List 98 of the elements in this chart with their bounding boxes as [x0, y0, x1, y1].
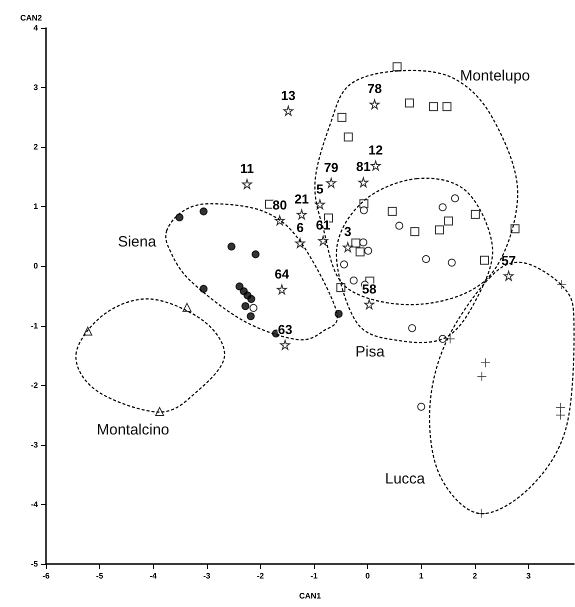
x-axis-title: CAN1 — [299, 592, 322, 600]
y-tick-label: 3 — [34, 83, 39, 92]
annotation: 5 — [316, 181, 324, 196]
point — [477, 372, 486, 381]
point — [344, 132, 353, 142]
point — [247, 294, 256, 303]
point — [358, 177, 368, 188]
y-tick-label: 0 — [34, 262, 39, 271]
point — [370, 160, 381, 171]
x-tick-label: -5 — [96, 572, 104, 580]
point — [422, 255, 430, 264]
x-tick-label: 0 — [365, 572, 370, 580]
point — [155, 407, 164, 416]
point — [417, 402, 426, 411]
point — [236, 282, 244, 290]
annotation: 13 — [281, 88, 296, 103]
point — [364, 299, 374, 310]
y-tick-label: -4 — [30, 500, 39, 509]
point — [326, 178, 336, 188]
point — [296, 209, 307, 220]
point — [404, 98, 414, 108]
x-tick-label: 1 — [419, 572, 424, 580]
annotation: 12 — [368, 142, 383, 158]
x-tick-label: -2 — [256, 572, 265, 580]
point — [227, 242, 236, 251]
point — [556, 402, 566, 412]
y-tick-label: 4 — [34, 24, 39, 32]
y-tick-label: 1 — [34, 202, 39, 212]
annotation: 58 — [362, 281, 376, 296]
point — [429, 102, 438, 112]
point — [200, 284, 208, 293]
annotation: 3 — [344, 224, 352, 240]
point — [408, 324, 416, 332]
point — [556, 410, 566, 420]
x-tick-label: 2 — [472, 572, 478, 580]
point — [350, 276, 358, 285]
point — [342, 242, 353, 252]
annotation: Montalcino — [96, 422, 170, 438]
y-tick-label: -1 — [30, 321, 39, 330]
point — [175, 213, 184, 222]
point — [337, 112, 346, 122]
annotation: 63 — [278, 322, 292, 337]
point — [392, 62, 402, 72]
point — [504, 270, 514, 281]
y-tick-label: 2 — [34, 142, 39, 152]
point — [481, 358, 490, 368]
point — [280, 340, 290, 350]
point — [410, 227, 420, 236]
point — [370, 99, 380, 110]
point — [395, 222, 404, 230]
annotation: 21 — [294, 191, 309, 206]
point — [388, 206, 397, 216]
point — [480, 256, 489, 265]
y-tick-label: -5 — [30, 560, 39, 568]
point — [434, 225, 444, 234]
annotation: 11 — [240, 161, 254, 176]
x-tick-label: -3 — [203, 572, 211, 580]
annotation: 81 — [356, 159, 371, 174]
point — [364, 246, 372, 255]
annotation: 61 — [316, 218, 330, 233]
point — [359, 238, 368, 246]
x-tick-label: -4 — [150, 572, 158, 580]
point — [470, 210, 480, 219]
point — [451, 194, 459, 202]
point — [356, 247, 365, 256]
point — [252, 250, 260, 258]
point — [283, 106, 294, 116]
point — [200, 207, 208, 216]
point — [241, 302, 250, 310]
point — [249, 304, 258, 312]
point — [340, 260, 348, 268]
annotation: Lucca — [384, 470, 426, 488]
point — [351, 238, 360, 248]
annotation: 79 — [324, 160, 338, 175]
annotation: Siena — [118, 234, 157, 250]
annotation: Montelupo — [460, 68, 530, 84]
x-tick-label: -6 — [42, 572, 50, 580]
point — [246, 312, 255, 320]
point — [442, 102, 452, 112]
annotation: 57 — [501, 252, 516, 268]
y-axis-title: CAN2 — [20, 14, 43, 22]
y-tick-label: -2 — [30, 380, 39, 390]
annotation: 6 — [296, 220, 304, 235]
point — [360, 206, 368, 214]
point — [295, 238, 306, 248]
point — [242, 179, 252, 190]
point — [438, 203, 447, 212]
annotation: 64 — [274, 266, 290, 282]
point — [318, 236, 328, 246]
point — [444, 216, 454, 226]
x-tick-label: 3 — [526, 572, 532, 580]
annotation: 78 — [367, 81, 382, 96]
annotation: Pisa — [355, 344, 386, 360]
point — [276, 284, 287, 294]
x-tick-label: -1 — [310, 572, 318, 580]
point — [314, 199, 325, 210]
y-tick-label: -3 — [30, 440, 39, 450]
point — [448, 258, 456, 267]
